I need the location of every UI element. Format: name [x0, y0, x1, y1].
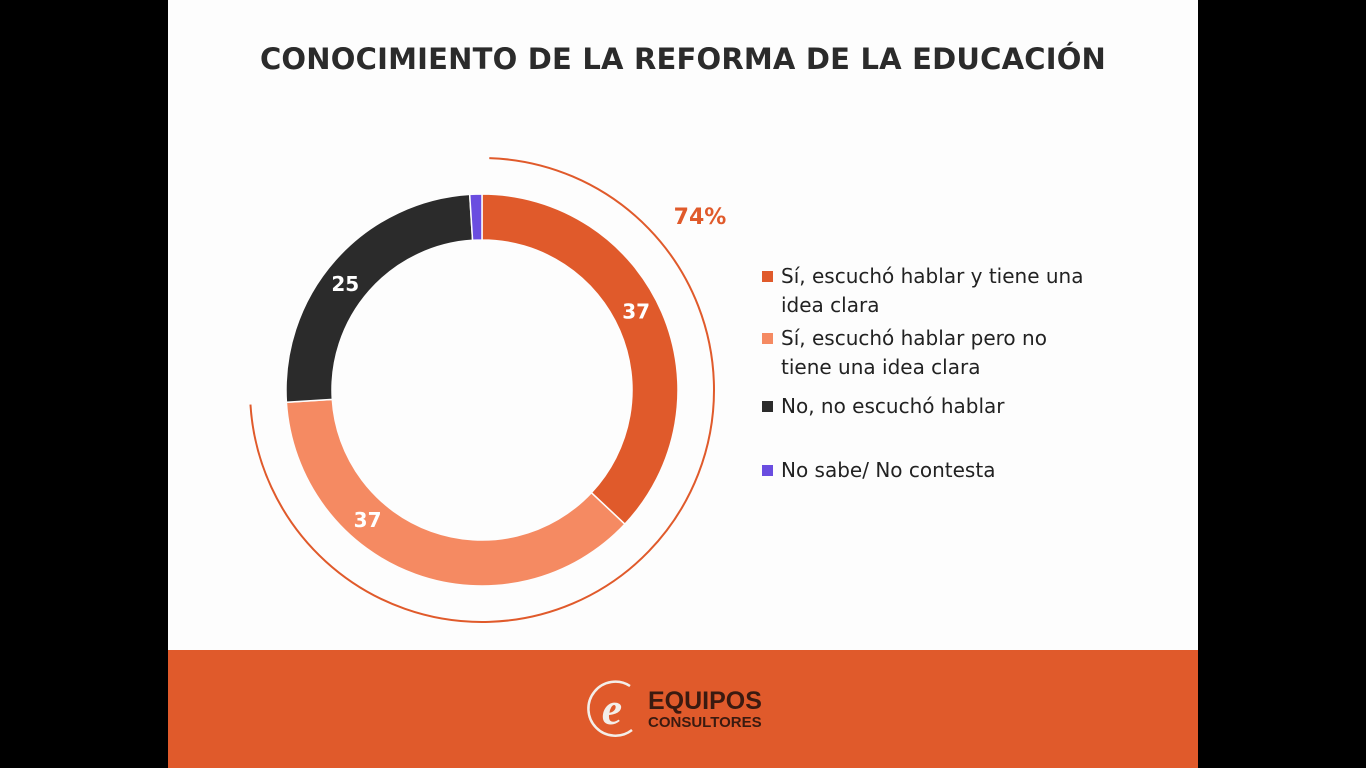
data-label: 25 — [331, 272, 359, 296]
annotation-label: 74% — [674, 205, 727, 230]
legend-item: Sí, escuchó hablar y tiene una idea clar… — [762, 262, 1091, 320]
legend-item: No, no escuchó hablar — [762, 392, 1005, 421]
brand-logo: e EQUIPOS CONSULTORES — [584, 678, 762, 740]
legend-label: No sabe/ No contesta — [781, 458, 996, 482]
legend-item: Sí, escuchó hablar pero no tiene una ide… — [762, 324, 1101, 382]
chart-title: CONOCIMIENTO DE LA REFORMA DE LA EDUCACI… — [259, 42, 1107, 76]
donut-slice — [285, 398, 626, 587]
annotation-arc — [249, 157, 715, 623]
donut-chart: 37 37 25 74% — [249, 157, 727, 623]
brand-line2: CONSULTORES — [648, 713, 762, 731]
donut-slice — [285, 193, 474, 404]
legend-label: Sí, escuchó hablar pero no tiene una ide… — [781, 326, 1047, 379]
brand-line1: EQUIPOS — [648, 686, 762, 715]
data-label: 37 — [354, 508, 382, 532]
donut-slice — [481, 193, 679, 526]
donut-slice — [468, 193, 483, 242]
legend-label: Sí, escuchó hablar y tiene una idea clar… — [781, 264, 1084, 317]
logo-e-icon: e — [587, 680, 633, 737]
legend-swatch — [762, 465, 773, 476]
data-label: 37 — [622, 299, 650, 323]
legend-swatch — [762, 401, 773, 412]
svg-text:e: e — [602, 683, 622, 734]
legend-item: No sabe/ No contesta — [762, 456, 995, 485]
legend-label: No, no escuchó hablar — [781, 394, 1005, 418]
legend-swatch — [762, 333, 773, 344]
slide: CONOCIMIENTO DE LA REFORMA DE LA EDUCACI… — [168, 0, 1198, 768]
legend-swatch — [762, 271, 773, 282]
footer: e EQUIPOS CONSULTORES — [168, 650, 1198, 768]
